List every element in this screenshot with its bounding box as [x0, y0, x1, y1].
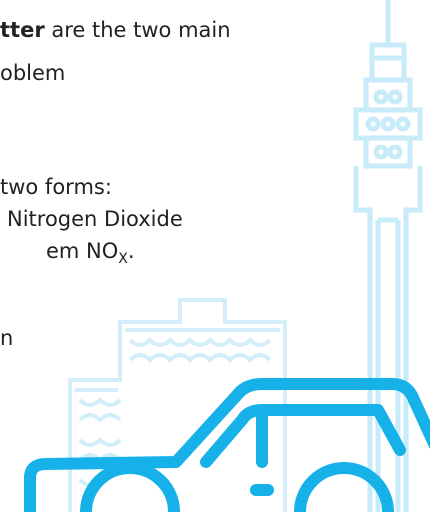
bold-text: tter	[0, 18, 45, 42]
text-line: two forms:	[0, 174, 112, 200]
text-line: em NOX.	[46, 238, 135, 272]
text: oblem	[0, 61, 65, 85]
subscript: X	[118, 251, 128, 267]
text: are the two main	[45, 18, 231, 42]
text: n	[0, 326, 13, 350]
text-line: oblem	[0, 60, 65, 86]
text-line: tter are the two main	[0, 17, 231, 43]
text-line: Nitrogen Dioxide	[7, 206, 183, 232]
text: em NO	[46, 239, 118, 263]
text-line: n	[0, 325, 13, 351]
text: .	[128, 239, 135, 263]
page: tter are the two main oblem two forms: N…	[0, 0, 430, 512]
text: two forms:	[0, 175, 112, 199]
text: Nitrogen Dioxide	[7, 207, 183, 231]
